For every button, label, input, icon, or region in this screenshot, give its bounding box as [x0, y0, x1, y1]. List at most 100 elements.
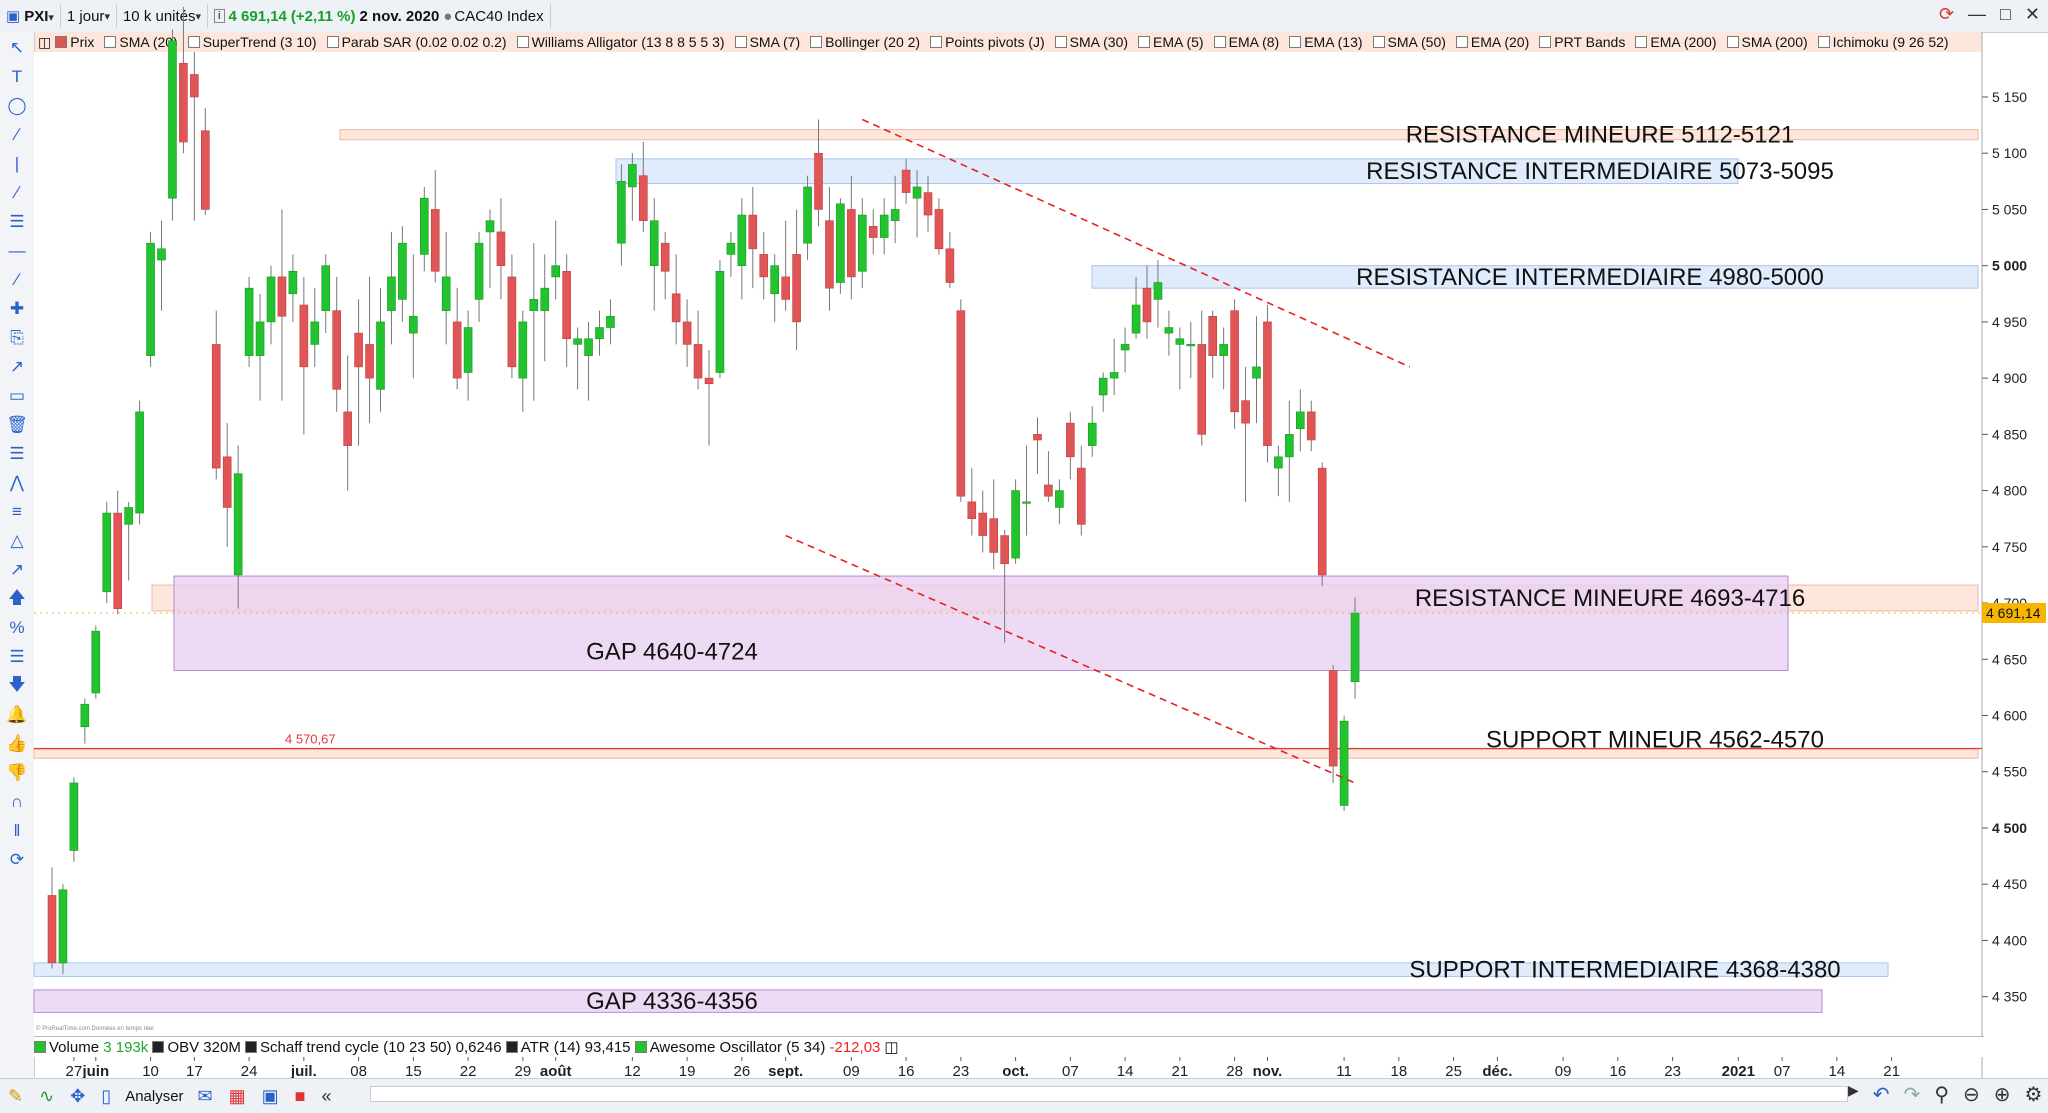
scroll-right-icon[interactable]: ▶ [1848, 1082, 1859, 1098]
percent-icon[interactable]: % [9, 618, 25, 637]
schaff-checkbox[interactable] [245, 1041, 257, 1053]
settings-icon[interactable]: ⚙ [2024, 1084, 2043, 1106]
text-tool-icon[interactable]: T [11, 67, 23, 86]
refresh-icon[interactable]: ⟳ [1938, 4, 1955, 24]
copy-icon[interactable]: ⎘ [10, 328, 24, 347]
pointer-icon[interactable]: ↖ [9, 38, 25, 57]
indicator-toggle[interactable]: SMA (50) [1372, 34, 1446, 50]
ao-checkbox[interactable] [634, 1041, 647, 1053]
indicator-toggle[interactable]: Points pivots (J) [930, 34, 1045, 50]
ellipse-icon[interactable]: ◯ [7, 96, 27, 115]
analyser-button[interactable]: Analyser [125, 1087, 184, 1105]
down-arrow-icon[interactable]: 🡇 [8, 674, 26, 694]
volume-checkbox[interactable] [34, 1041, 46, 1053]
indicator-toggle[interactable]: SMA (7) [734, 34, 800, 50]
ruler-icon[interactable]: ≡ [12, 502, 22, 521]
indicator-checkbox[interactable] [55, 36, 68, 48]
chart-window-icon[interactable]: ◫ [38, 33, 52, 50]
zoom-out-icon[interactable]: ⊖ [1962, 1084, 1980, 1106]
panel-options-icon[interactable]: ◫ [884, 1039, 899, 1056]
thumbs-down-icon[interactable]: 👎 [6, 763, 28, 782]
zoom-auto-icon[interactable]: ⚲ [1934, 1084, 1949, 1106]
bell-icon[interactable]: 🔔 [6, 705, 28, 724]
up-arrow-icon[interactable]: 🡅 [8, 587, 26, 607]
rotate-icon[interactable]: ⟳ [9, 850, 25, 869]
indicator-checkbox[interactable] [1372, 36, 1385, 48]
alert-icon[interactable]: ■ [294, 1085, 306, 1106]
ray-icon[interactable]: ↗ [9, 357, 25, 376]
units-selector[interactable]: 10 k unités [117, 4, 209, 28]
segment-icon[interactable]: ∕ [15, 125, 19, 144]
indicator-checkbox[interactable] [810, 36, 823, 48]
indicator-checkbox[interactable] [1138, 36, 1151, 48]
indicator-toggle[interactable]: SMA (200) [1726, 34, 1808, 50]
symbol-selector[interactable]: ▣ PXI [0, 4, 61, 28]
arrow-icon[interactable]: ↗ [9, 560, 25, 579]
indicator-toggle[interactable]: Bollinger (20 2) [810, 34, 920, 50]
indicator-checkbox[interactable] [1054, 36, 1067, 48]
vertical-line-icon[interactable]: | [14, 154, 20, 173]
indicator-toggle[interactable]: EMA (20) [1455, 34, 1529, 50]
triangle-icon[interactable]: △ [10, 531, 24, 550]
indicator-toggle[interactable]: SMA (30) [1054, 34, 1128, 50]
fibonacci-icon[interactable]: ☰ [9, 212, 25, 231]
indicator-checkbox[interactable] [187, 36, 200, 48]
info-icon[interactable]: i [214, 9, 225, 23]
zoom-in-icon[interactable]: ⊕ [1993, 1084, 2011, 1106]
obv-checkbox[interactable] [152, 1041, 165, 1053]
indicator-checkbox[interactable] [1817, 36, 1830, 48]
rectangle-icon[interactable]: ▭ [8, 386, 26, 405]
indicator-checkbox[interactable] [1289, 36, 1302, 48]
maximize-icon[interactable]: □ [2000, 4, 2011, 24]
indicator-checkbox[interactable] [930, 36, 943, 48]
chat-icon[interactable]: ✉ [197, 1085, 213, 1106]
indicator-toggle[interactable]: SMA (20) [104, 34, 178, 50]
parallel-icon[interactable]: ‖ [13, 821, 21, 840]
layout-icon[interactable]: ▯ [101, 1085, 112, 1106]
cross-icon[interactable]: ✚ [9, 299, 25, 318]
indicator-checkbox[interactable] [1213, 36, 1226, 48]
indicator-checkbox[interactable] [516, 36, 529, 48]
minimize-icon[interactable]: — [1968, 4, 1987, 24]
screener-icon[interactable]: ▦ [228, 1085, 246, 1106]
indicator-checkbox[interactable] [734, 36, 747, 48]
indicator-toggle[interactable]: EMA (200) [1635, 34, 1717, 50]
thumbs-up-icon[interactable]: 👍 [6, 734, 28, 753]
channel-tool-icon[interactable]: ☰ [9, 647, 25, 666]
indicator-checkbox[interactable] [1635, 36, 1648, 48]
close-icon[interactable]: ✕ [2024, 4, 2040, 24]
atr-checkbox[interactable] [505, 1041, 518, 1053]
collapse-icon[interactable]: « [321, 1085, 332, 1106]
indicator-toggle[interactable]: PRT Bands [1539, 34, 1625, 50]
indicator-toggle[interactable]: Parab SAR (0.02 0.02 0.2) [326, 34, 507, 50]
magnet-icon[interactable]: ∩ [10, 792, 24, 811]
pattern-icon[interactable]: ⋀ [10, 473, 24, 492]
candle-down [1000, 535, 1009, 564]
indicator-toggle[interactable]: SuperTrend (3 10) [187, 34, 317, 50]
indicator-checkbox[interactable] [1726, 36, 1739, 48]
cursor-icon[interactable]: ✥ [70, 1085, 86, 1106]
indicator-toggle[interactable]: Williams Alligator (13 8 8 5 5 3) [516, 34, 725, 50]
indicator-toggle[interactable]: EMA (5) [1138, 34, 1204, 50]
indicator-toggle[interactable]: EMA (13) [1289, 34, 1363, 50]
trash-icon[interactable]: 🗑 [6, 415, 28, 434]
indicator-toggle[interactable]: EMA (8) [1213, 34, 1279, 50]
indicator-toggle[interactable]: Ichimoku (9 26 52) [1817, 34, 1949, 50]
indicator-toggle[interactable]: Prix [55, 34, 94, 50]
list-icon[interactable]: ☰ [9, 444, 25, 463]
draw-icon[interactable]: ✎ [8, 1085, 24, 1106]
window-icon[interactable]: ▣ [261, 1085, 279, 1106]
trendline-icon[interactable]: ∕ [15, 183, 19, 202]
candle-down [452, 321, 462, 379]
redo-icon[interactable]: ↷ [1903, 1084, 1921, 1106]
indicator-checkbox[interactable] [1455, 36, 1468, 48]
indicator-checkbox[interactable] [104, 36, 117, 48]
undo-icon[interactable]: ↶ [1872, 1084, 1890, 1106]
indicator-checkbox[interactable] [1539, 36, 1552, 48]
indicator-checkbox[interactable] [326, 36, 339, 48]
horizontal-line-icon[interactable]: — [8, 241, 26, 260]
chart-type-icon[interactable]: ∿ [39, 1085, 55, 1106]
channel-icon[interactable]: ∕ [15, 270, 19, 289]
horizontal-scrollbar[interactable] [370, 1086, 1848, 1102]
